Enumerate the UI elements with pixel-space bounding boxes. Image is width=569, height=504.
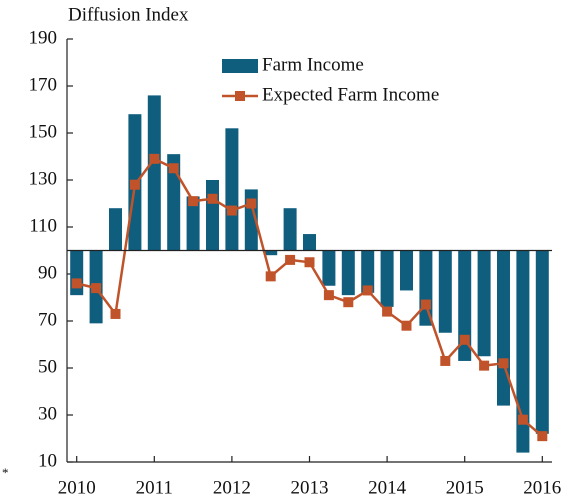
line-marker [207,193,218,204]
line-marker [440,355,451,366]
line-marker [149,153,160,164]
line-marker [71,278,82,289]
x-tick-label: 2010 [58,477,96,498]
line-marker [168,163,179,174]
line-marker [420,299,431,310]
line [76,157,544,438]
line-marker [401,320,412,331]
y-tick-label: 30 [38,403,57,424]
x-tick-label: 2015 [446,477,484,498]
bar [167,154,181,251]
bar [186,196,200,251]
bar [341,250,355,296]
y-axis-label: Diffusion Index [68,4,189,25]
bar [380,250,394,307]
bar [303,234,316,251]
bar [322,250,336,286]
y-tick-label: 130 [29,168,58,189]
line-marker [265,271,276,282]
bar [283,208,297,251]
bar [458,250,472,361]
bar [70,250,84,296]
bar [225,128,239,251]
line-marker [110,308,121,319]
bar [400,250,413,291]
bar [109,208,122,251]
line-marker [91,283,102,294]
x-tick-label: 2013 [291,477,329,498]
bar [264,250,278,256]
y-tick-label: 10 [38,450,57,471]
line-marker [343,297,354,308]
bar [497,250,510,406]
line-marker [362,285,373,296]
legend-marker [235,91,245,101]
bar [361,250,375,293]
y-tick-label: 90 [38,262,57,283]
bar [535,250,549,434]
line-marker [304,257,315,268]
footnote: * [2,465,9,480]
bar [516,250,530,453]
bar [147,95,161,251]
line-marker [459,334,470,345]
line-marker [226,205,237,216]
x-tick-label: 2012 [213,477,251,498]
line-marker [188,196,199,207]
line-marker [517,414,528,425]
bar [438,250,452,333]
bar [477,250,491,357]
line-marker [537,431,548,442]
bar [206,180,219,251]
y-tick-label: 190 [29,27,58,48]
legend-swatch [222,59,258,73]
line-marker [479,360,490,371]
x-tick-label: 2011 [136,477,173,498]
y-tick-label: 110 [29,215,57,236]
x-tick-label: 2014 [368,477,407,498]
y-tick-label: 50 [38,356,57,377]
line-marker [285,254,296,265]
line-marker [323,290,334,301]
y-tick-label: 150 [29,121,58,142]
line-marker [129,179,140,190]
line-marker [246,198,257,209]
legend-label: Expected Farm Income [262,84,439,105]
x-tick-label: 2016 [523,477,561,498]
y-tick-label: 70 [38,309,57,330]
line-marker [498,358,509,369]
legend-label: Farm Income [262,54,364,75]
line-marker [382,306,393,317]
y-tick-label: 170 [29,74,58,95]
